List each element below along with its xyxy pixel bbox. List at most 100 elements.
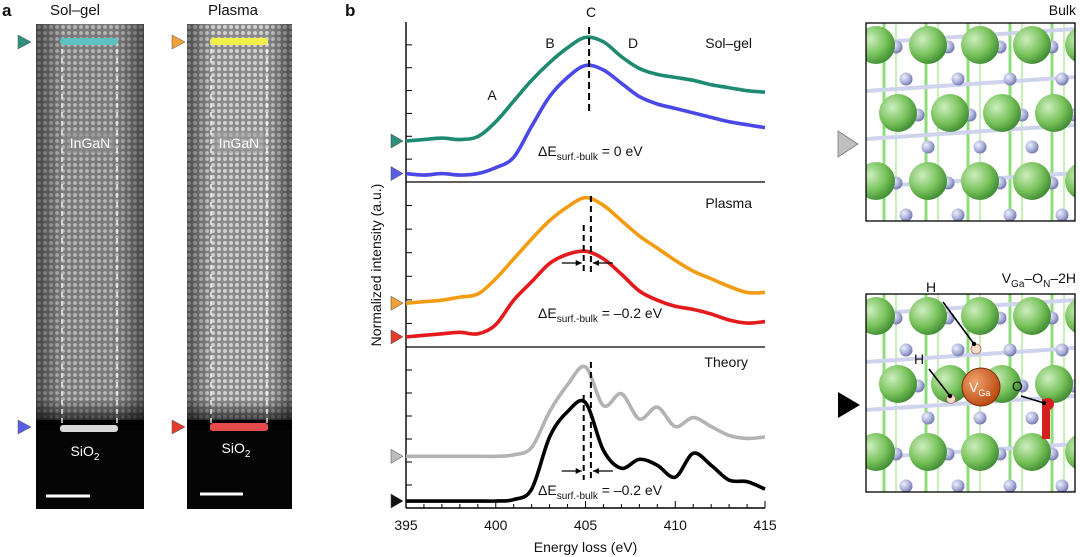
panel-title-plasma: Plasma [705, 195, 752, 211]
n-atom [1016, 245, 1029, 258]
series-line-plasma-surface [405, 195, 766, 306]
ga-atom [961, 433, 999, 471]
bond [1045, 490, 1075, 492]
ga-atom [931, 94, 969, 132]
n-atom [973, 411, 987, 425]
solgel-top-marker [17, 34, 32, 50]
solgel-bottom-marker [17, 419, 32, 435]
ga-atom [909, 26, 947, 64]
n-atom [899, 208, 913, 221]
n-atom [951, 208, 965, 221]
o-pointer-head [1041, 400, 1047, 406]
ga-atom [1065, 299, 1075, 333]
ga-atom [1065, 164, 1075, 198]
n-atom [899, 343, 913, 357]
defect-structure: H H O VGa [865, 279, 1080, 557]
panel-b-label: b [345, 1, 355, 20]
n-atom [1016, 516, 1029, 529]
x-tick-label: 395 [394, 517, 418, 533]
structure-frame [865, 22, 1076, 222]
eels-chart: 395 400 405 410 415 Energy loss (eV) Normalize… [368, 22, 777, 555]
n-atom [964, 516, 977, 529]
solgel-material-label: InGaN [70, 135, 110, 151]
ga-atom [1035, 501, 1073, 539]
panel-a-label: a [2, 1, 12, 20]
n-atom [1068, 516, 1080, 529]
series-marker-theory-bulk [390, 448, 404, 464]
ga-atom [866, 26, 895, 64]
ga-atom [961, 26, 999, 64]
ga-atom [1035, 365, 1073, 403]
h1-pointer-head [971, 341, 977, 347]
solgel-delta-annotation: ΔEsurf.-bulk = 0 eV [538, 143, 643, 163]
plasma-top-marker [171, 34, 186, 50]
shift-arrowhead-left [575, 468, 582, 474]
plasma-image-title: Plasma [208, 2, 259, 19]
series-line-sol-gel-surface [405, 35, 766, 143]
n-atom [974, 548, 987, 557]
ga-atom [961, 162, 999, 200]
h2-pointer-head [947, 393, 953, 399]
bond [1045, 219, 1075, 221]
series-marker-theory-surface [390, 493, 404, 509]
bulk-marker [837, 130, 859, 158]
y-axis-label: Normalized intensity (a.u.) [368, 184, 384, 347]
ga-atom [1013, 162, 1051, 200]
ga-vacancy [961, 367, 1001, 407]
series-marker-sol-gel-bulk [390, 166, 404, 181]
plasma-material-label: InGaN [219, 135, 259, 151]
ga-atom [1065, 435, 1075, 469]
n-atom [921, 411, 935, 425]
h2-pointer [928, 368, 951, 397]
n-atom [912, 245, 925, 258]
series-marker-sol-gel-surface [390, 133, 404, 149]
ga-atom [1013, 26, 1051, 64]
ga-atom [909, 162, 947, 200]
panel-title-theory: Theory [704, 354, 748, 370]
series-line-theory-bulk [405, 364, 766, 459]
n-atom [973, 140, 987, 154]
bond [866, 123, 1075, 141]
n-atom [1055, 479, 1069, 492]
ga-atom [879, 365, 917, 403]
ga-atom [1035, 94, 1073, 132]
shift-arrowhead-right [592, 468, 599, 474]
n-atom [951, 479, 965, 492]
o-label: O [1012, 378, 1023, 394]
bond [866, 75, 1075, 93]
structure-frame [865, 293, 1076, 493]
ga-atom [866, 433, 895, 471]
h1-pointer [942, 301, 975, 345]
n-atom [922, 548, 935, 557]
series-line-theory-surface [406, 398, 766, 503]
ga-atom [961, 297, 999, 335]
series-marker-plasma-bulk [390, 329, 404, 345]
n-atom [1003, 479, 1017, 492]
n-atom [1003, 343, 1017, 357]
n-atom [951, 72, 965, 86]
vga-label: VGa [969, 379, 990, 398]
ga-atom [909, 433, 947, 471]
n-atom [964, 245, 977, 258]
ga-atom [879, 230, 917, 268]
n-atom [1003, 208, 1017, 221]
ga-atom [866, 297, 895, 335]
o-pointer [1020, 395, 1045, 404]
oxygen-bond [1042, 399, 1050, 439]
ga-atom [879, 501, 917, 539]
ga-atom [1013, 297, 1051, 335]
x-tick-label: 415 [753, 517, 777, 533]
plasma-bottom-marker [171, 419, 186, 435]
series-line-sol-gel-bulk [405, 63, 766, 177]
n-atom [921, 140, 935, 154]
h2-label: H [914, 351, 924, 367]
ga-atom [983, 94, 1021, 132]
ga-atom [1035, 230, 1073, 268]
panel-title-solgel: Sol–gel [705, 35, 752, 51]
n-atom [1026, 548, 1039, 557]
ga-atom [983, 230, 1021, 268]
solgel-top-band [60, 38, 118, 45]
n-atom [912, 516, 925, 529]
shift-arrowhead-left [575, 260, 582, 266]
